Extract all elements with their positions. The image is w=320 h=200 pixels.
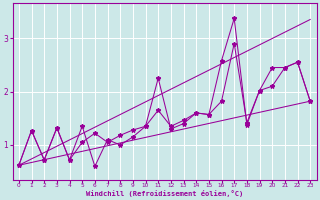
X-axis label: Windchill (Refroidissement éolien,°C): Windchill (Refroidissement éolien,°C) bbox=[86, 190, 243, 197]
